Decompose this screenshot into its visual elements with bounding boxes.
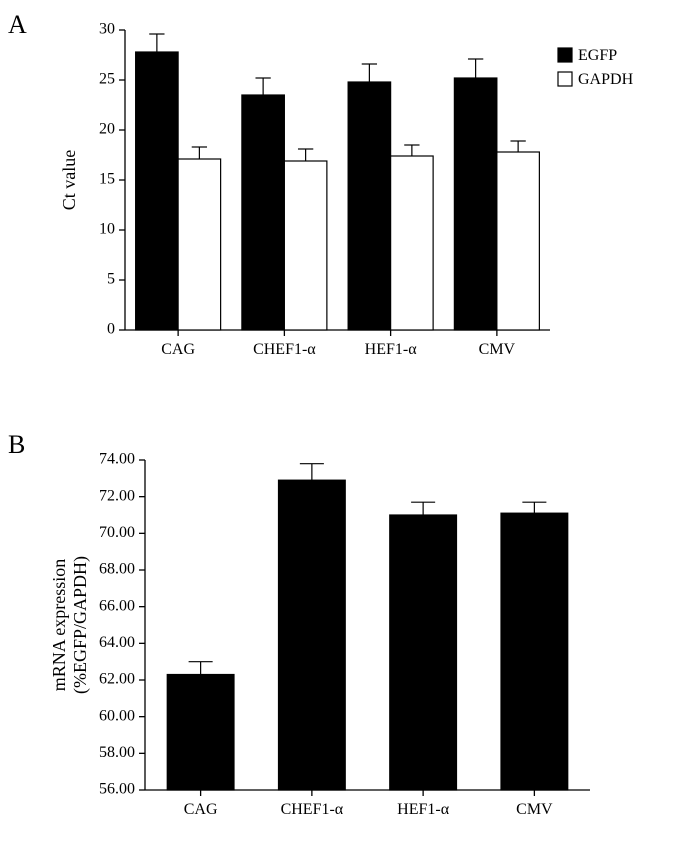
y-tick-label: 70.00 bbox=[99, 524, 135, 541]
x-tick-label: CMV bbox=[479, 341, 516, 358]
y-tick-label: 30 bbox=[99, 21, 115, 38]
bar bbox=[136, 52, 179, 330]
x-tick-label: CHEF1-α bbox=[281, 801, 344, 818]
ct-value-bar-chart: 0 5 10 15 20 25 30 Ct value CAG CHEF1-α HEF1-α CMV E… bbox=[50, 10, 660, 380]
legend-label: GAPDH bbox=[578, 71, 634, 88]
y-tick-label: 62.00 bbox=[99, 671, 135, 688]
y-tick-label: 56.00 bbox=[99, 781, 135, 798]
panel-a-label: A bbox=[8, 10, 27, 40]
bar bbox=[497, 152, 540, 330]
panel-b-chart: 56.00 58.00 60.00 62.00 64.00 66.00 68.00 70.00… bbox=[50, 440, 610, 840]
x-tick-label: CMV bbox=[516, 801, 553, 818]
bar bbox=[390, 515, 457, 790]
bar bbox=[279, 480, 346, 790]
bar bbox=[348, 82, 391, 330]
y-tick-label: 66.00 bbox=[99, 597, 135, 614]
y-axis-label: mRNA expression(%EGFP/GAPDH) bbox=[50, 556, 91, 694]
bar bbox=[501, 513, 568, 790]
y-tick-label: 5 bbox=[107, 271, 115, 288]
y-tick-label: 60.00 bbox=[99, 707, 135, 724]
legend-swatch bbox=[558, 72, 572, 86]
bar bbox=[391, 156, 434, 330]
legend-label: EGFP bbox=[578, 47, 617, 64]
y-tick-label: 68.00 bbox=[99, 561, 135, 578]
y-tick-label: 64.00 bbox=[99, 634, 135, 651]
bar bbox=[242, 95, 285, 330]
bar bbox=[167, 675, 234, 791]
x-tick-label: HEF1-α bbox=[397, 801, 450, 818]
x-tick-label: CAG bbox=[161, 341, 195, 358]
panel-b-label: B bbox=[8, 430, 25, 460]
y-axis-label: Ct value bbox=[59, 150, 79, 211]
y-tick-label: 0 bbox=[107, 321, 115, 338]
figure-page: A 0 5 10 15 20 25 30 Ct value CAG CHEF1-α HEF1-α CM… bbox=[0, 0, 675, 854]
x-tick-label: HEF1-α bbox=[365, 341, 418, 358]
y-tick-label: 72.00 bbox=[99, 487, 135, 504]
bar bbox=[284, 161, 327, 330]
y-tick-label: 20 bbox=[99, 121, 115, 138]
y-tick-label: 25 bbox=[99, 71, 115, 88]
y-tick-label: 15 bbox=[99, 171, 115, 188]
y-tick-label: 10 bbox=[99, 221, 115, 238]
y-tick-label: 74.00 bbox=[99, 451, 135, 468]
mrna-expression-bar-chart: 56.00 58.00 60.00 62.00 64.00 66.00 68.00 70.00… bbox=[50, 440, 610, 840]
x-tick-label: CAG bbox=[184, 801, 218, 818]
bar bbox=[454, 78, 497, 330]
y-tick-label: 58.00 bbox=[99, 744, 135, 761]
x-tick-label: CHEF1-α bbox=[253, 341, 316, 358]
panel-a-chart: 0 5 10 15 20 25 30 Ct value CAG CHEF1-α HEF1-α CMV E… bbox=[50, 10, 660, 380]
legend-swatch bbox=[558, 48, 572, 62]
bar bbox=[178, 159, 221, 330]
